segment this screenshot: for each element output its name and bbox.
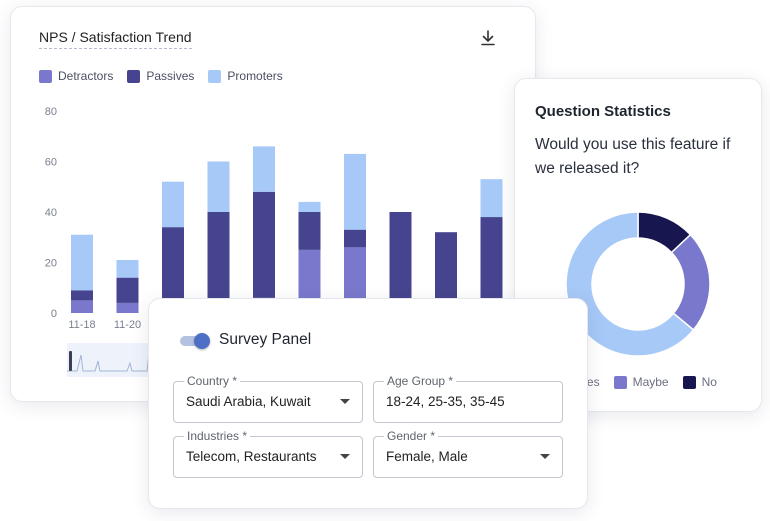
legend-swatch — [39, 69, 52, 83]
legend-label: No — [701, 375, 717, 389]
bar-segment-promoters — [344, 153, 366, 230]
y-tick-label: 80 — [45, 106, 57, 118]
legend-item-detractors[interactable]: Detractors — [39, 69, 113, 83]
legend-label: Detractors — [58, 69, 114, 83]
chevron-down-icon — [340, 454, 350, 459]
bar-segment-promoters — [162, 181, 184, 228]
bar-segment-passives — [71, 290, 93, 301]
legend-swatch — [208, 69, 222, 83]
industries-select[interactable]: Industries * Telecom, Restaurants — [173, 429, 363, 478]
legend-item-maybe[interactable]: Maybe — [613, 375, 669, 389]
gender-select[interactable]: Gender * Female, Male — [373, 429, 563, 478]
bar-segment-detractors — [116, 302, 139, 313]
bar-segment-passives — [344, 229, 366, 248]
industries-label: Industries * — [184, 429, 251, 443]
survey-panel-toggle[interactable] — [180, 333, 212, 349]
bar-segment-promoters — [298, 201, 321, 212]
bar-segment-passives — [298, 212, 321, 250]
bar-segment-passives — [207, 212, 230, 303]
scrollbar-handle — [69, 351, 72, 371]
survey-panel-card: Survey Panel Country * Saudi Arabia, Kuw… — [148, 298, 588, 509]
nps-chart-title: NPS / Satisfaction Trend — [39, 29, 192, 49]
question-stats-title: Question Statistics — [535, 103, 671, 120]
legend-item-no[interactable]: No — [682, 375, 717, 389]
country-select[interactable]: Country * Saudi Arabia, Kuwait — [173, 374, 363, 423]
age-group-value: 18-24, 25-35, 35-45 — [386, 394, 505, 409]
legend-item-passives[interactable]: Passives — [127, 69, 194, 83]
bar-segment-passives — [253, 191, 275, 298]
bar-segment-passives — [480, 217, 503, 301]
question-statistics-card: Question Statistics Would you use this f… — [514, 78, 762, 412]
country-label: Country * — [184, 374, 241, 388]
x-tick-label: 11-20 — [114, 319, 141, 331]
legend-label: Maybe — [632, 375, 669, 389]
age-group-label: Age Group * — [384, 374, 457, 388]
legend-swatch — [682, 375, 696, 389]
chevron-down-icon — [540, 454, 550, 459]
age-group-select[interactable]: Age Group * 18-24, 25-35, 35-45 — [373, 374, 563, 423]
legend-swatch — [613, 375, 627, 389]
nps-legend: Detractors Passives Promoters — [39, 69, 283, 83]
y-tick-label: 0 — [51, 308, 57, 320]
bar-segment-detractors — [344, 247, 366, 313]
bar-segment-passives — [116, 277, 139, 303]
y-tick-label: 60 — [45, 157, 57, 169]
question-text: Would you use this feature if we release… — [535, 136, 731, 177]
bar-segment-passives — [389, 212, 412, 308]
industries-value: Telecom, Restaurants — [186, 449, 317, 464]
country-value: Saudi Arabia, Kuwait — [186, 394, 311, 409]
donut-slice-yes — [565, 211, 695, 357]
survey-panel-title: Survey Panel — [219, 331, 312, 348]
toggle-knob — [194, 333, 210, 349]
bar-segment-passives — [435, 232, 457, 306]
legend-label: Passives — [146, 69, 195, 83]
bar-segment-promoters — [207, 161, 230, 212]
y-tick-label: 20 — [45, 258, 57, 270]
bar-segment-promoters — [480, 179, 503, 218]
bar-segment-detractors — [71, 300, 93, 313]
legend-item-promoters[interactable]: Promoters — [208, 69, 283, 83]
answers-donut-chart — [565, 211, 711, 357]
legend-label: Promoters — [227, 69, 283, 83]
legend-swatch — [127, 69, 141, 83]
chevron-down-icon — [340, 399, 350, 404]
gender-label: Gender * — [384, 429, 439, 443]
bar-segment-detractors — [298, 249, 321, 313]
download-icon[interactable] — [477, 27, 499, 49]
y-tick-label: 40 — [45, 207, 57, 219]
x-tick-label: 11-18 — [68, 319, 95, 331]
gender-value: Female, Male — [386, 449, 468, 464]
bar-segment-promoters — [116, 259, 139, 278]
bar-segment-passives — [162, 227, 184, 303]
bar-segment-promoters — [253, 146, 275, 192]
bar-segment-promoters — [71, 234, 93, 291]
